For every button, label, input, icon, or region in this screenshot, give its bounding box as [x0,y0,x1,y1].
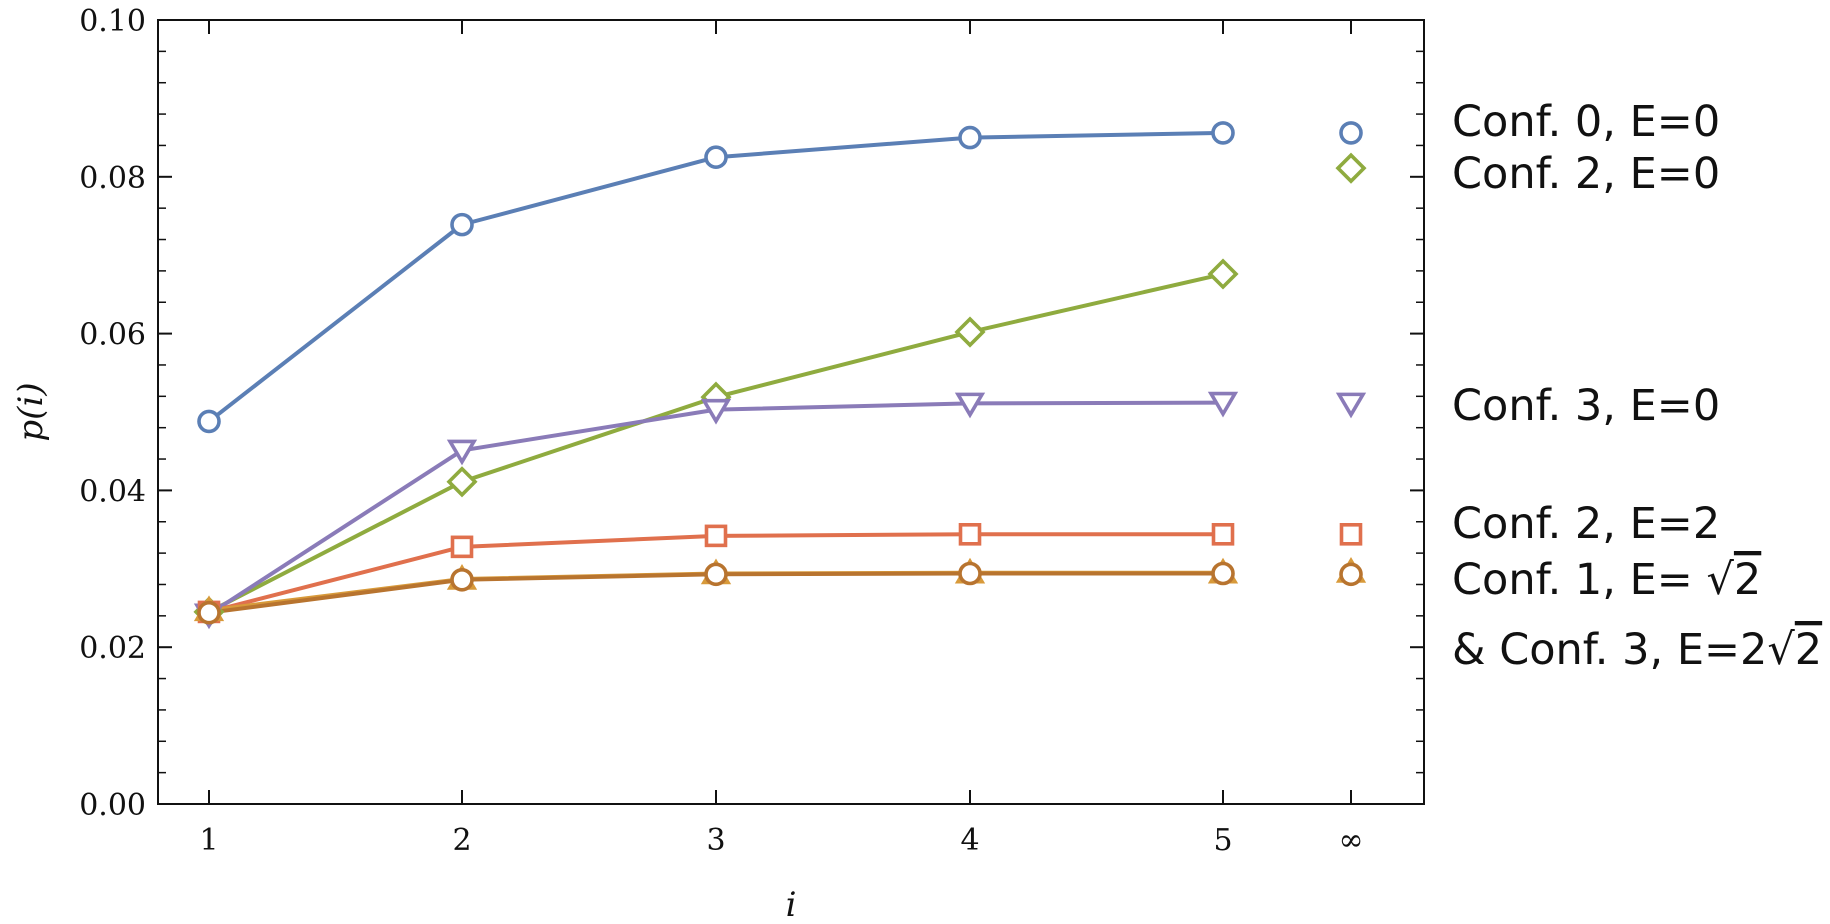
circle-marker [450,212,474,237]
legend-label: Conf. 2, E=2 [1452,499,1720,549]
y-tick-label: 0.04 [79,474,146,509]
x-tick-label: 5 [1213,823,1232,858]
square-marker [958,523,982,546]
y-axis-title: p(i) [11,382,51,441]
circle-marker [197,409,221,434]
legend-label: Conf. 1, E= [1452,555,1707,605]
x-tick-label: 4 [960,823,979,858]
triangle-down-marker [700,398,732,425]
sqrt-radicand: 2 [1734,555,1761,605]
legend-entry: Conf. 2, E=2 [1452,499,1720,549]
diamond-marker [954,316,986,348]
legend-label: & Conf. 3, E=2 [1452,625,1767,675]
plot-frame [157,19,1425,805]
triangle-down-marker [954,392,986,419]
circle-marker [958,561,982,586]
x-tick-label: ∞ [1339,823,1364,858]
x-axis-title: i [786,885,797,924]
circle-marker [958,125,982,150]
y-tick-label: 0.02 [79,631,146,666]
diamond-marker [1335,152,1367,184]
circle-marker [450,567,474,592]
legend-entry: Conf. 3, E=0 [1452,381,1720,431]
square-marker [1211,523,1235,546]
triangle-down-marker [446,439,478,466]
axis-ticks [158,19,1424,805]
triangle-down-marker [1335,392,1367,419]
circle-marker [704,562,728,587]
square-marker [450,535,474,559]
circle-marker [704,145,728,169]
series-markers [193,121,1367,630]
legend-label: Conf. 3, E=0 [1452,381,1720,431]
legend-entry: Conf. 0, E=0 [1452,97,1720,147]
x-tick-label: 1 [199,823,218,858]
y-tick-label: 0.00 [79,788,146,823]
diamond-marker [1207,258,1239,290]
circle-marker [1211,561,1235,586]
legend-entry: & Conf. 3, E=2√2 [1452,625,1822,675]
x-tick-label: 2 [452,823,471,858]
sqrt-radicand: 2 [1795,625,1822,675]
circle-marker [197,600,221,625]
diamond-marker [446,466,478,498]
legend-label: Conf. 0, E=0 [1452,97,1720,147]
y-tick-label: 0.10 [79,4,146,39]
x-tick-label: 3 [706,823,725,858]
series-line [207,130,1224,423]
triangle-down-marker [1207,391,1239,418]
sqrt-sign: √ [1767,625,1795,675]
legend-entry: Conf. 1, E= √2 [1452,555,1761,605]
legend-entry: Conf. 2, E=0 [1452,149,1720,199]
y-tick-label: 0.08 [79,161,146,196]
sqrt-sign: √ [1707,555,1735,605]
circle-marker [1211,121,1235,145]
square-marker [704,524,728,548]
square-marker [1339,523,1363,546]
circle-marker [1339,121,1363,145]
circle-marker [1339,562,1363,587]
legend-label: Conf. 2, E=0 [1452,149,1720,199]
y-tick-label: 0.06 [79,318,146,353]
tick-labels: 0.00 0.02 0.04 0.06 0.08 0.10 1 2 3 4 5 ∞ [79,4,1363,858]
